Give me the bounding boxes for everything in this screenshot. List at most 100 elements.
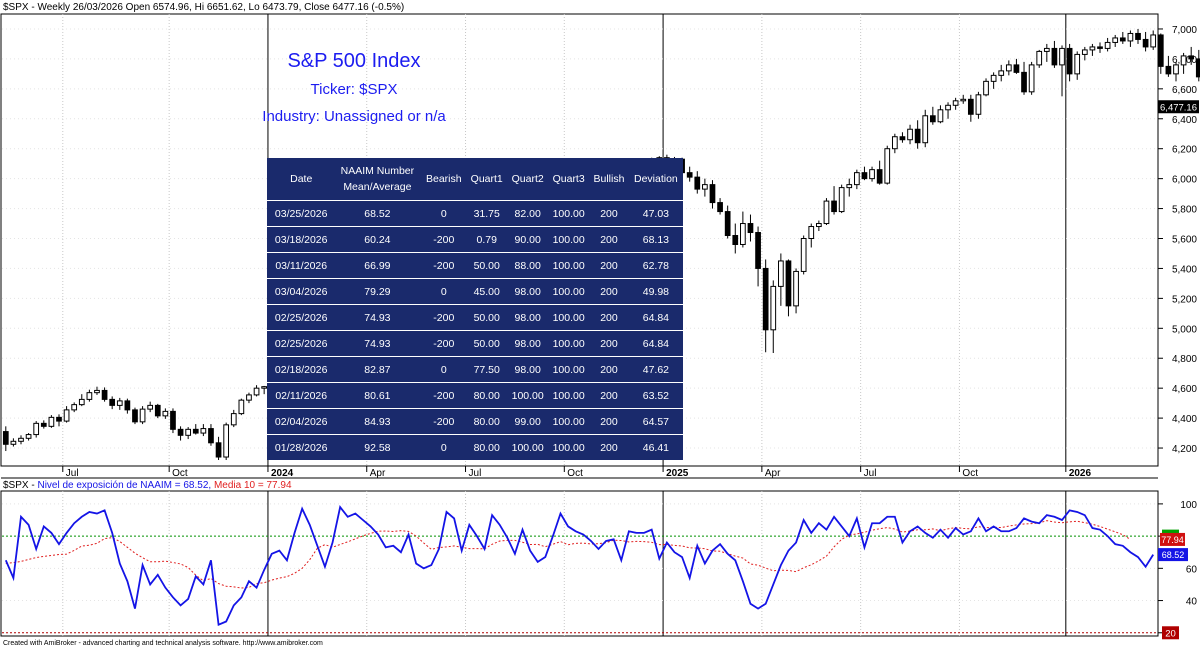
candle: [246, 392, 252, 404]
ma-legend: Media 10 = 77.94: [211, 480, 292, 491]
cell-date: 03/11/2026: [267, 252, 334, 279]
candle: [1005, 60, 1012, 76]
cell-quart1: 80.00: [473, 441, 500, 454]
candle-body: [945, 104, 951, 111]
y-tick-label: 6,400: [1172, 115, 1197, 126]
table-row: 02/25/2026 74.93 -200 50.00 98.00 100.00 200 64…: [267, 330, 683, 357]
y-tick-label: 5,800: [1172, 205, 1197, 216]
candle: [1081, 46, 1088, 61]
table-row: 02/25/2026 74.93 -200 50.00 98.00 100.00 200 64…: [267, 304, 683, 331]
candle: [1157, 33, 1164, 74]
cell-bullish: 200: [589, 226, 629, 253]
candle: [2, 426, 9, 452]
candle: [793, 268, 799, 314]
price-header: $SPX - Weekly 26/03/2026 Open 6574.96, H…: [3, 2, 404, 13]
candle-body: [952, 100, 959, 106]
candle-body: [154, 404, 161, 417]
table-body: 03/25/2026 68.52 0 31.75 82.00 100.00 200 47.03…: [267, 200, 683, 461]
candle: [740, 211, 746, 248]
candle-body: [1112, 37, 1119, 43]
cell-quart1: 50.00: [466, 330, 508, 357]
candle-body: [983, 80, 989, 96]
table-row: 02/04/2026 84.93 -200 80.00 99.00 100.00 200 64…: [267, 408, 683, 435]
candle-body: [1005, 64, 1012, 72]
candle-body: [800, 238, 807, 272]
candle-body: [25, 434, 32, 439]
cell-bullish: 200: [589, 330, 629, 357]
candle-body: [838, 187, 845, 213]
cell-bearish: -200: [421, 330, 467, 357]
candle: [747, 214, 754, 242]
candle: [762, 259, 769, 353]
candle: [208, 424, 214, 446]
indicator-panel-frame: [0, 490, 1159, 637]
cell-date: 02/04/2026: [267, 408, 334, 435]
candle: [709, 180, 716, 209]
candle: [861, 166, 868, 181]
candle: [124, 398, 131, 414]
cell-date: 03/25/2026: [267, 200, 334, 227]
candle-body: [124, 400, 131, 411]
candle-body: [71, 404, 78, 411]
candle-body: [694, 176, 701, 190]
cell-mean: 92.58: [364, 441, 391, 454]
candle-body: [1059, 47, 1065, 66]
col-bullish: Bullish: [589, 158, 629, 201]
cell-date: 01/28/2026: [274, 441, 328, 454]
cell-bullish: 200: [589, 278, 629, 305]
candle-body: [1066, 47, 1073, 75]
candle-body: [253, 387, 260, 396]
cell-quart1: 45.00: [466, 278, 508, 305]
cell-quart2: 90.00: [507, 226, 549, 253]
cell-quart3: 100.00: [548, 304, 590, 331]
candle: [914, 120, 921, 149]
candle-body: [18, 437, 24, 442]
cell-bearish: -200: [421, 304, 467, 331]
candle: [1180, 52, 1187, 74]
candle: [1119, 31, 1126, 44]
y-tick-label: 6,000: [1172, 175, 1197, 186]
candle: [40, 420, 47, 429]
cell-date: 02/25/2026: [267, 304, 334, 331]
naaim-value-label: 68.52: [1162, 550, 1185, 560]
candle-body: [929, 115, 936, 123]
ma-value-badge: [1160, 532, 1185, 546]
table-row: 03/04/2026 79.29 0 45.00 98.00 100.00 200 49.98: [267, 278, 683, 305]
table-row: 02/11/2026 80.61 -200 80.00 100.00 100.00 200 6…: [267, 382, 683, 409]
candle: [170, 408, 176, 434]
col-deviation: Deviation: [628, 158, 683, 201]
candle-body: [990, 74, 997, 82]
candle-body: [238, 399, 245, 415]
y-tick-label: 4,600: [1172, 384, 1197, 395]
candle: [732, 223, 739, 254]
candle-body: [1097, 46, 1103, 49]
cell-date: 03/18/2026: [267, 226, 334, 253]
cell-quart2: 98.00: [507, 304, 549, 331]
candle: [945, 102, 951, 119]
candle: [960, 94, 967, 104]
cell-quart3: 100.00: [548, 330, 590, 357]
last-price-badge: [1158, 100, 1199, 114]
candle: [223, 422, 230, 461]
candle-body: [914, 128, 921, 144]
candle-body: [1142, 38, 1149, 48]
candle: [154, 403, 161, 419]
candle-body: [177, 428, 184, 436]
cell-bearish: -200: [421, 408, 467, 435]
cell-mean: 60.24: [333, 226, 422, 253]
y-tick-label: 4,200: [1172, 444, 1197, 455]
candle-body: [937, 109, 944, 123]
candle: [998, 64, 1005, 82]
x-tick-label: 2026: [1069, 468, 1092, 479]
cell-deviation: 64.84: [628, 330, 683, 357]
naaim-value-badge: [1158, 548, 1188, 562]
candle-body: [1150, 34, 1157, 48]
candle: [1188, 46, 1195, 65]
candle: [686, 166, 693, 182]
candle: [1089, 43, 1096, 56]
indicator-grid: [2, 491, 1157, 636]
cell-date: 02/18/2026: [267, 356, 334, 383]
candle-body: [717, 202, 723, 213]
candle-body: [192, 428, 199, 434]
x-tick-label: Oct: [172, 468, 188, 479]
